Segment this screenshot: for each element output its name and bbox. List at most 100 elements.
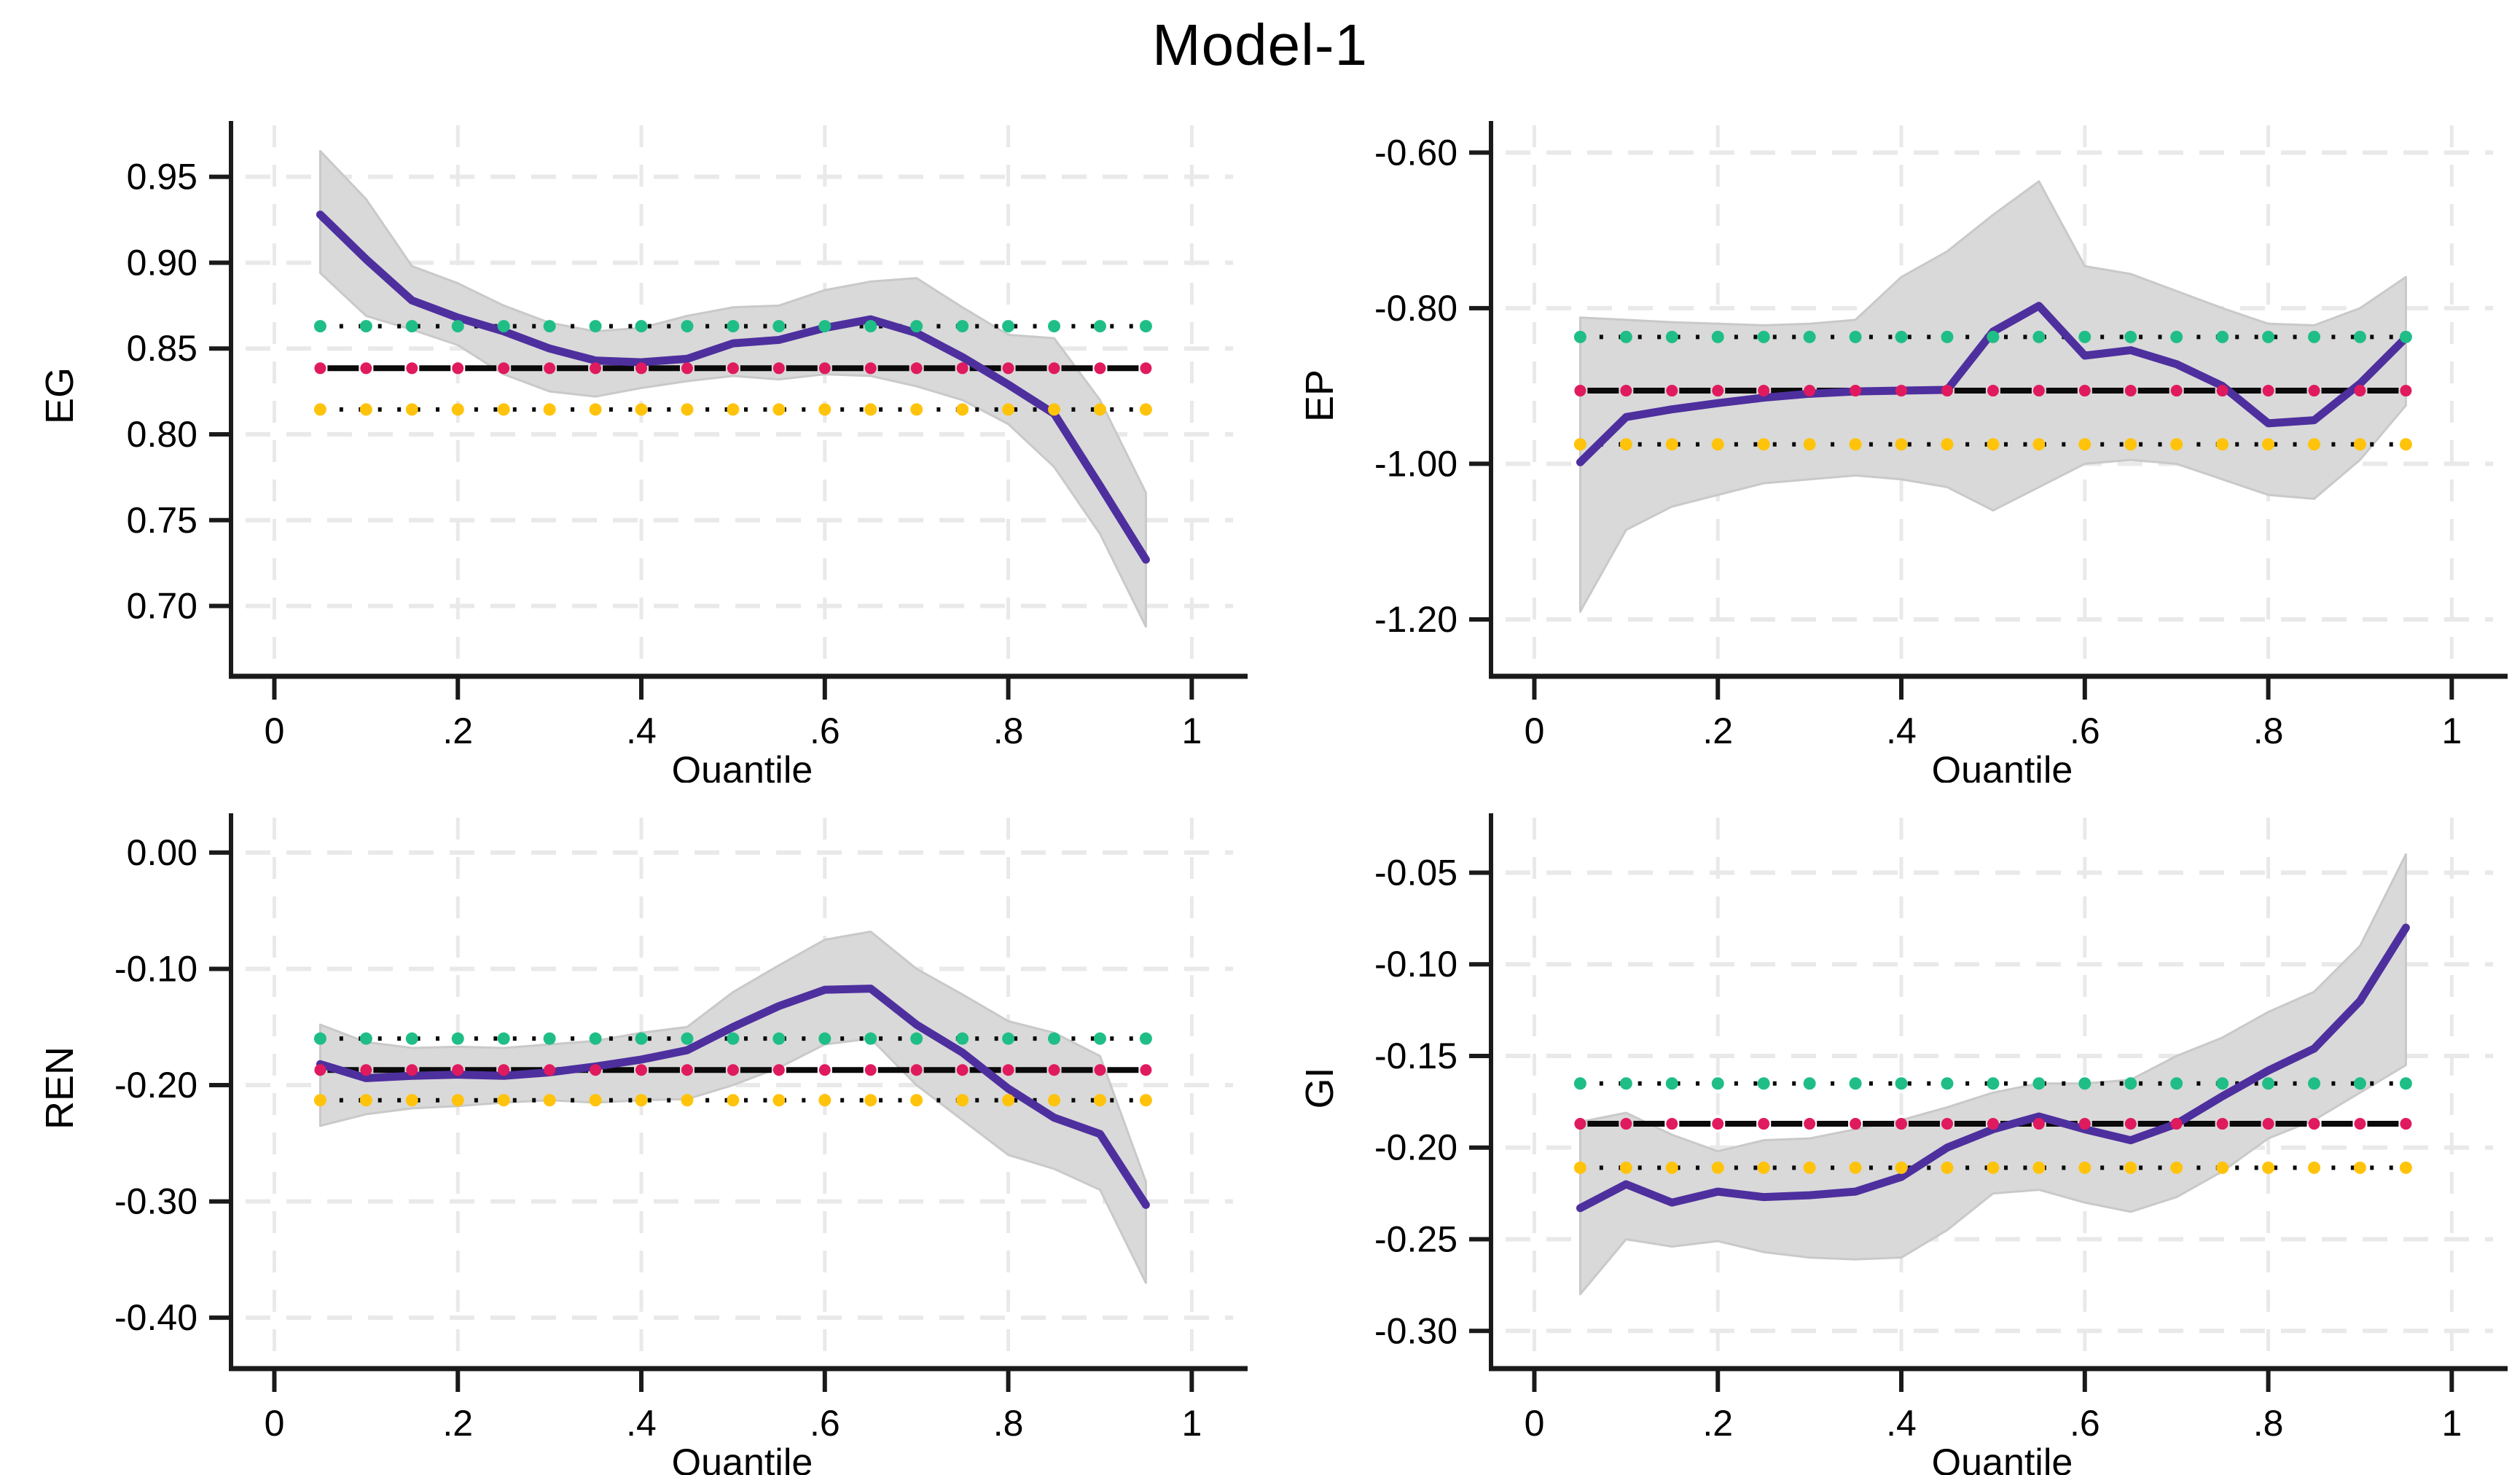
chart-eg: 0.95 0.90 0.85 0.80 0.75 0.70 0 .2 .4 .6 .8 1 EG Quan… [38,121,1248,783]
x-tick-label: .6 [2070,1403,2100,1444]
lower-ci-dot [1048,403,1061,416]
upper-ci-dot [1139,320,1152,333]
estimate-dot [910,362,923,375]
upper-ci-dot [2216,330,2229,343]
lower-ci-dot [1573,438,1586,451]
upper-ci-dot [1665,330,1678,343]
y-tick-label: -1.00 [1374,443,1457,484]
lower-ci-dot [2216,438,2229,451]
upper-ci-dot [589,1032,602,1045]
lower-ci-dot [772,403,786,416]
estimate-dot [635,362,648,375]
upper-ci-dot [359,320,372,333]
estimate-dot [1666,385,1678,397]
lower-ci-dot [681,1094,694,1107]
lower-ci-dot [864,403,877,416]
upper-ci-dot [451,1032,464,1045]
panel-gi: -0.05 -0.10 -0.15 -0.20 -0.25 -0.30 0 .2 .4 .6 .8 1… [1260,783,2520,1475]
upper-ci-dot [2124,1077,2137,1090]
y-tick-label: -0.15 [1374,1036,1457,1076]
upper-ci-dot [818,320,831,333]
estimate-dot [2308,1118,2320,1130]
y-tick-label: 0.95 [127,157,197,197]
lower-ci-dot [2170,438,2183,451]
upper-ci-dot [1002,320,1015,333]
estimate-dot [452,362,464,375]
estimate-dot [1804,1118,1816,1130]
upper-ci-dot [681,1032,694,1045]
lower-ci-dot [2078,1161,2091,1174]
x-axis-label: Quantile [1932,749,2073,783]
upper-ci-dot [2262,1077,2275,1090]
x-tick-label: .8 [993,711,1024,751]
y-tick-label: -0.05 [1374,852,1457,893]
upper-ci-dot [727,320,740,333]
upper-ci-dot [313,1032,326,1045]
lower-ci-dot [1987,1161,2000,1174]
upper-ci-dot [2308,1077,2321,1090]
estimate-dot [1987,1118,1999,1130]
estimate-dot [2354,1118,2366,1130]
upper-ci-dot [359,1032,372,1045]
estimate-dot [910,1064,923,1076]
estimate-dot [1758,1118,1770,1130]
upper-ci-dot [2032,1077,2046,1090]
lower-ci-dot [1803,1161,1816,1174]
upper-ci-dot [2353,1077,2366,1090]
chart-ep: -0.60 -0.80 -1.00 -1.20 0 .2 .4 .6 .8 1 EP Quantile [1298,121,2508,783]
lower-ci-dot [818,1094,831,1107]
estimate-dot [1941,385,1953,397]
estimate-dot [2032,385,2045,397]
lower-ci-dot [313,1094,326,1107]
confidence-band [1578,180,2407,613]
lower-ci-dot [1849,1161,1862,1174]
estimate-dot [1804,385,1816,397]
x-axis-label: Quantile [672,1441,813,1475]
lower-ci-dot [543,1094,556,1107]
x-tick-label: .8 [2253,1403,2284,1444]
lower-ci-dot [635,403,648,416]
lower-ci-dot [1849,438,1862,451]
lower-ci-dot [1941,1161,1954,1174]
x-tick-label: .4 [1886,1403,1917,1444]
x-tick-label: .4 [626,711,657,751]
upper-ci-dot [1139,1032,1152,1045]
estimate-dot [1987,385,1999,397]
lower-ci-dot [2124,1161,2137,1174]
lower-ci-dot [1093,1094,1106,1107]
estimate-dot [1094,1064,1106,1076]
lower-ci-dot [1665,438,1678,451]
lower-ci-dot [727,403,740,416]
lower-ci-dot [956,403,969,416]
lower-ci-dot [1002,1094,1015,1107]
upper-ci-dot [2078,1077,2091,1090]
x-axis-label: Quantile [672,749,813,783]
x-tick-label: 0 [1525,1403,1545,1444]
estimate-dot [1620,1118,1632,1130]
estimate-dot [2308,385,2320,397]
estimate-dot [590,362,602,375]
upper-ci-dot [681,320,694,333]
upper-ci-dot [2124,330,2137,343]
estimate-dot [635,1064,648,1076]
y-tick-label: -0.30 [1374,1310,1457,1351]
lower-ci-dot [1895,1161,1908,1174]
estimate-dot [314,362,326,375]
x-axis-label: Quantile [1932,1441,2073,1475]
upper-ci-dot [1803,1077,1816,1090]
estimate-dot [772,362,785,375]
upper-ci-dot [1849,330,1862,343]
lower-ci-dot [1757,1161,1770,1174]
x-tick-label: 1 [2441,711,2462,751]
lower-ci-dot [2353,1161,2366,1174]
panel-ren: 0.00 -0.10 -0.20 -0.30 -0.40 0 .2 .4 .6 .8 1 REN Qua… [0,783,1260,1475]
x-tick-label: .4 [1886,711,1917,751]
upper-ci-dot [2216,1077,2229,1090]
lower-ci-dot [451,403,464,416]
confidence-band [318,930,1147,1284]
x-tick-label: 0 [1525,711,1545,751]
upper-ci-dot [2399,1077,2412,1090]
lower-ci-dot [1573,1161,1586,1174]
lower-ci-dot [1002,403,1015,416]
